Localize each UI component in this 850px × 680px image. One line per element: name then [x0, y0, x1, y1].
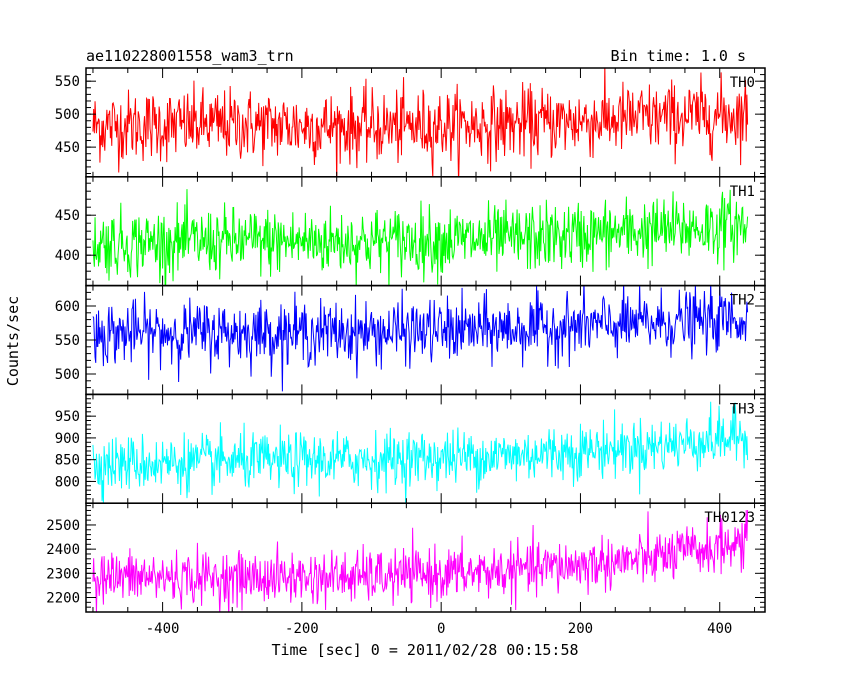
x-axis-label: Time [sec] 0 = 2011/02/28 00:15:58 [271, 641, 578, 659]
y-tick-label: 950 [55, 409, 80, 425]
y-tick-label: 800 [55, 474, 80, 490]
y-tick-label: 500 [55, 367, 80, 383]
series-line-th1 [92, 189, 749, 286]
panel-th0123: 2200 2300 2400 2500 TH0123 [46, 502, 766, 613]
x-tick-label: 400 [707, 621, 732, 637]
y-tick-label: 2300 [46, 566, 80, 582]
y-tick-label: 550 [55, 74, 80, 90]
series-line-th0123 [92, 510, 749, 613]
y-tick-label: 600 [55, 299, 80, 315]
x-tick-label: 200 [568, 621, 593, 637]
panel-label: TH1 [730, 184, 755, 200]
panel-th2: 500 550 600 TH2 [55, 284, 766, 396]
y-tick-label: 850 [55, 453, 80, 469]
y-tick-label: 900 [55, 431, 80, 447]
x-tick-label: -400 [146, 621, 180, 637]
series-line-th0 [92, 68, 749, 177]
x-tick-label: 0 [437, 621, 445, 637]
series-line-th2 [92, 285, 749, 392]
panel-th3: 800 850 900 950 TH3 [55, 393, 766, 504]
y-tick-label: 2500 [46, 518, 80, 534]
panel-frame [85, 67, 766, 178]
y-tick-label: 450 [55, 208, 80, 224]
panel-label: TH2 [730, 293, 755, 309]
x-tick-label: -200 [285, 621, 319, 637]
panel-label: TH3 [730, 401, 755, 417]
y-tick-label: 450 [55, 140, 80, 156]
panel-th1: 400 450 TH1 [55, 176, 766, 287]
y-axis-label: Counts/sec [4, 296, 22, 386]
chart-title: ae110228001558_wam3_trn [86, 47, 294, 65]
panel-frame [85, 502, 766, 613]
y-tick-label: 2400 [46, 542, 80, 558]
y-tick-label: 400 [55, 248, 80, 264]
y-tick-label: 2200 [46, 590, 80, 606]
y-tick-label: 550 [55, 333, 80, 349]
y-tick-label: 500 [55, 107, 80, 123]
panel-label: TH0 [730, 75, 755, 91]
series-line-th3 [92, 401, 749, 504]
panel-th0: 450 500 550 TH0 [55, 67, 766, 178]
panels: 450 500 550 TH0 400 450 TH1 500 550 600 TH2 800 850 9… [46, 67, 766, 637]
bin-time-label: Bin time: 1.0 s [611, 47, 746, 65]
panel-label: TH0123 [704, 510, 755, 526]
